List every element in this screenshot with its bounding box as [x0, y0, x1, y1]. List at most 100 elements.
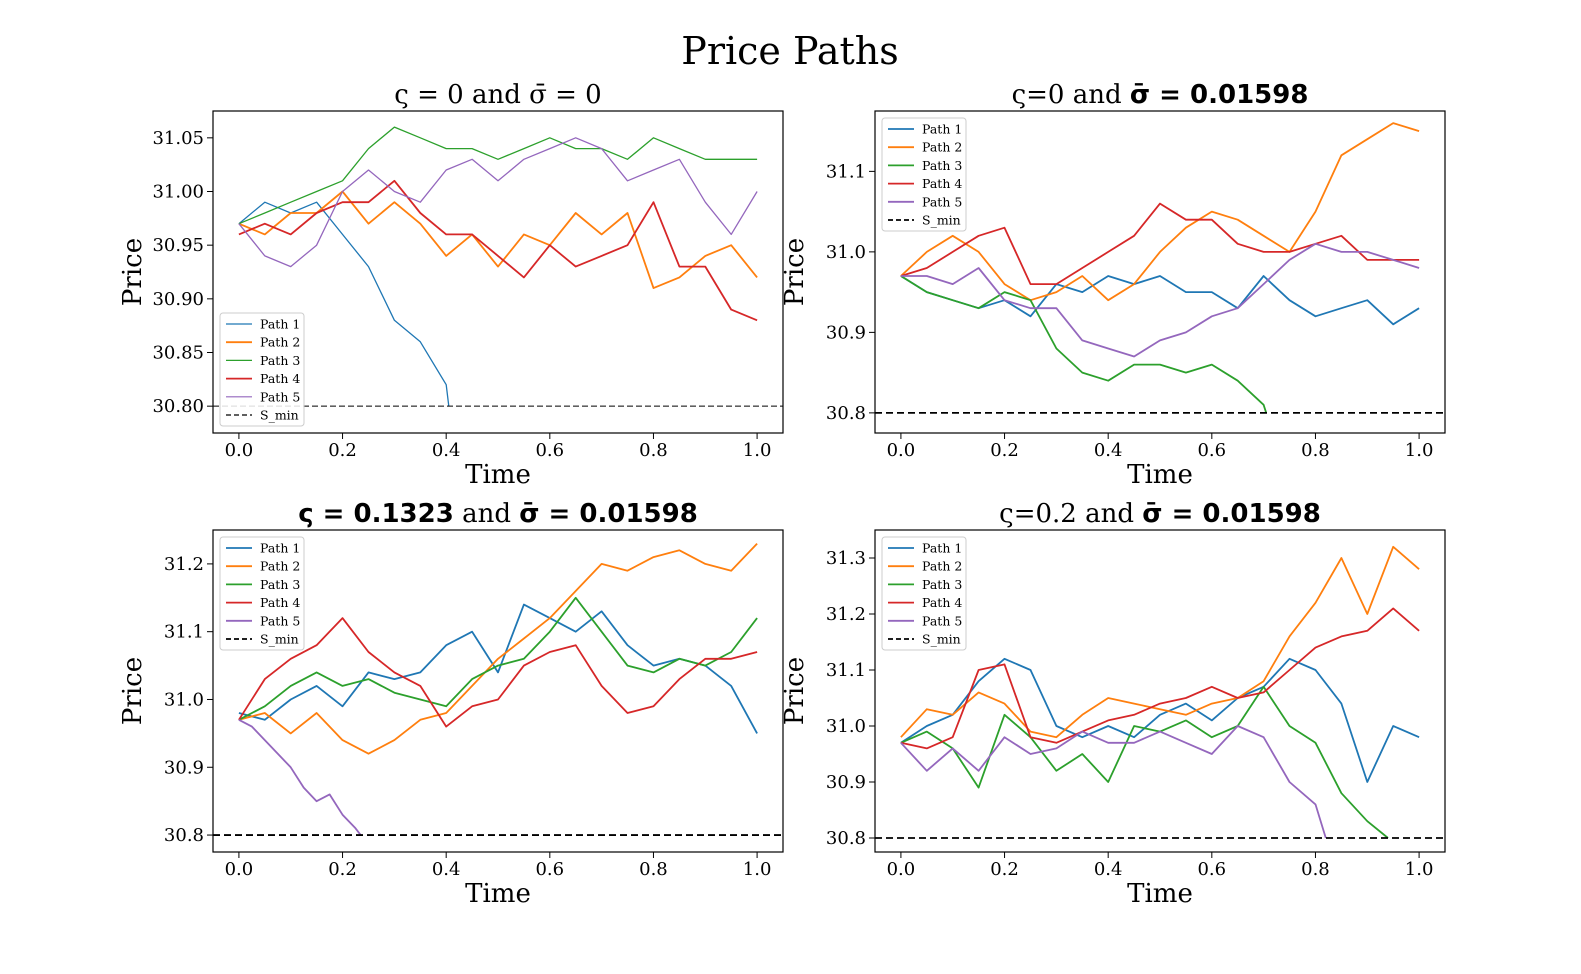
- legend-box: [881, 536, 967, 651]
- x-tick-label: 0.6: [1197, 440, 1226, 461]
- chart-panel-3: ς = 0.1323 and σ̄ = 0.01598 0.0 0.2 0.4 0.6 0…: [118, 499, 784, 909]
- y-tick-label: 31.1: [164, 622, 204, 643]
- y-tick-label: 31.0: [826, 716, 866, 737]
- y-tick-label: 30.9: [826, 772, 866, 793]
- y-tick-label: 30.8: [164, 825, 204, 846]
- axes-frame: [212, 529, 784, 853]
- chart-panel-4: ς=0.2 and σ̄ = 0.01598 0.0 0.2 0.4 0.6 0.8 1.0…: [780, 499, 1446, 909]
- series-line-path-4: [900, 607, 1420, 750]
- series-line-path-4: [900, 202, 1420, 285]
- series-line-path-1: [238, 603, 758, 734]
- legend-label: Path 3: [260, 577, 300, 592]
- legend-label: S_min: [260, 408, 299, 423]
- legend-label: Path 4: [922, 595, 962, 610]
- series-line-path-2: [238, 542, 758, 755]
- x-axis-label: Time: [1127, 879, 1193, 909]
- legend-label: Path 1: [260, 317, 300, 332]
- legend-label: Path 3: [922, 577, 962, 592]
- legend-box: [219, 536, 305, 651]
- legend: Path 1 Path 2 Path 3 Path 4 Path 5 S_min: [219, 312, 305, 427]
- y-tick-label: 31.2: [164, 554, 204, 575]
- y-tick-label: 31.0: [164, 689, 204, 710]
- y-tick-label: 30.90: [152, 289, 204, 310]
- y-tick-label: 30.8: [826, 403, 866, 424]
- x-tick-label: 1.0: [743, 440, 772, 461]
- series-line-path-2: [900, 122, 1420, 302]
- legend-label: Path 4: [922, 176, 962, 191]
- x-axis-label: Time: [465, 460, 531, 490]
- panel-title-part: σ̄ = 0.01598: [1130, 80, 1309, 110]
- y-tick-label: 31.1: [826, 161, 866, 182]
- x-tick-label: 0.2: [990, 859, 1019, 880]
- series-line-path-5: [238, 137, 758, 268]
- legend: Path 1 Path 2 Path 3 Path 4 Path 5 S_min: [881, 536, 967, 651]
- series-line-path-5: [900, 725, 1327, 839]
- legend-label: Path 5: [922, 194, 962, 209]
- chart-panel-1: ς = 0 and σ̄ = 0 0.0 0.2 0.4 0.6 0.8 1.0 30.80 3…: [118, 80, 784, 490]
- plot-area: [238, 126, 758, 407]
- plot-area: [900, 545, 1420, 839]
- series-line-path-2: [900, 545, 1420, 739]
- series-line-path-3: [900, 685, 1389, 839]
- x-tick-label: 0.0: [225, 440, 254, 461]
- plot-area: [238, 542, 758, 836]
- legend-label: Path 1: [922, 541, 962, 556]
- x-tick-label: 0.8: [1301, 440, 1330, 461]
- panel-title-part: and: [454, 499, 519, 529]
- x-tick-label: 0.2: [990, 440, 1019, 461]
- y-tick-label: 31.00: [152, 182, 204, 203]
- x-tick-label: 0.6: [535, 440, 564, 461]
- y-tick-label: 30.85: [152, 343, 204, 364]
- x-tick-label: 0.4: [1094, 440, 1123, 461]
- y-tick-label: 30.95: [152, 235, 204, 256]
- panel-title: ς = 0 and σ̄ = 0: [394, 80, 601, 110]
- series-line-path-2: [238, 190, 758, 289]
- y-axis-label: Price: [118, 238, 148, 306]
- legend-label: Path 1: [260, 541, 300, 556]
- legend-label: Path 2: [260, 335, 300, 350]
- legend-label: Path 5: [260, 389, 300, 404]
- x-tick-label: 1.0: [743, 859, 772, 880]
- x-tick-label: 0.8: [1301, 859, 1330, 880]
- panel-title-part: ς=0.2 and: [999, 499, 1142, 529]
- x-tick-label: 0.2: [328, 440, 357, 461]
- y-tick-label: 30.80: [152, 396, 204, 417]
- legend-box: [881, 117, 967, 232]
- y-axis-label: Price: [780, 238, 810, 306]
- series-line-path-3: [238, 596, 758, 721]
- series-line-path-4: [238, 617, 758, 728]
- panel-title-part: ς = 0 and σ̄ = 0: [394, 80, 601, 110]
- x-tick-label: 1.0: [1405, 859, 1434, 880]
- panel-title: ς = 0.1323 and σ̄ = 0.01598: [298, 499, 698, 529]
- x-tick-label: 0.6: [535, 859, 564, 880]
- panel-title-part: ς = 0.1323: [298, 499, 454, 529]
- series-line-path-3: [900, 275, 1268, 414]
- x-tick-label: 0.6: [1197, 859, 1226, 880]
- y-tick-label: 31.3: [826, 548, 866, 569]
- legend-label: Path 2: [922, 140, 962, 155]
- chart-panel-2: ς=0 and σ̄ = 0.01598 0.0 0.2 0.4 0.6 0.8 1.0 30…: [780, 80, 1446, 490]
- legend-label: Path 4: [260, 371, 300, 386]
- x-tick-label: 0.0: [225, 859, 254, 880]
- x-axis-label: Time: [465, 879, 531, 909]
- legend-label: Path 3: [922, 158, 962, 173]
- axes-frame: [874, 110, 1446, 434]
- x-tick-label: 1.0: [1405, 440, 1434, 461]
- axes-frame: [874, 529, 1446, 853]
- panel-title-part: σ̄ = 0.01598: [519, 499, 698, 529]
- legend-box: [219, 312, 305, 427]
- panel-title-part: ς=0 and: [1012, 80, 1130, 110]
- y-tick-label: 31.2: [826, 604, 866, 625]
- x-tick-label: 0.8: [639, 859, 668, 880]
- legend-label: Path 4: [260, 595, 300, 610]
- x-tick-label: 0.0: [887, 440, 916, 461]
- series-line-path-5: [900, 242, 1420, 358]
- axes-frame: [212, 110, 784, 434]
- y-tick-label: 31.05: [152, 128, 204, 149]
- y-tick-label: 31.1: [826, 660, 866, 681]
- y-axis-label: Price: [780, 657, 810, 725]
- y-tick-label: 30.9: [164, 757, 204, 778]
- figure-title: Price Paths: [681, 29, 899, 73]
- panel-title-part: σ̄ = 0.01598: [1142, 499, 1321, 529]
